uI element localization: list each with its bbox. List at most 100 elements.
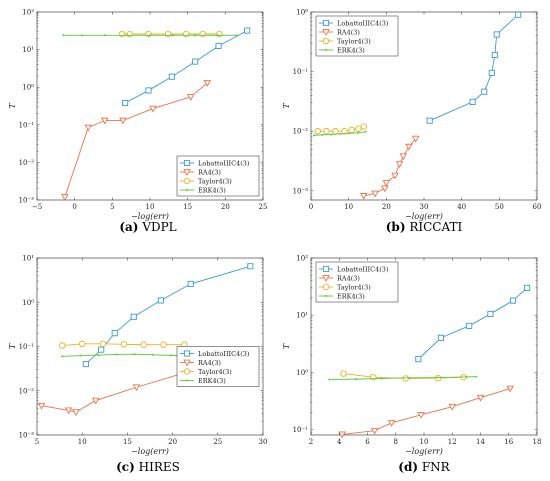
data-point <box>466 322 473 329</box>
x-tick-label: 20 <box>168 438 177 446</box>
y-tick-label: 10¹ <box>296 312 308 320</box>
legend-marker <box>322 29 330 36</box>
legend-item: RA4(3) <box>319 28 360 36</box>
x-tick-label: 16 <box>504 438 513 446</box>
legend-label: LobattoIIIC4(3) <box>337 19 389 27</box>
y-tick-label: 10⁻¹ <box>293 426 309 434</box>
y-tick-label: 10⁻¹ <box>19 343 35 351</box>
legend-marker <box>322 265 330 273</box>
legend-label: RA4(3) <box>337 274 360 282</box>
data-point <box>387 420 396 427</box>
x-tick-label: 14 <box>476 438 485 446</box>
data-point <box>493 31 500 38</box>
y-axis-label: T <box>8 343 17 349</box>
y-tick-label: 10⁰ <box>296 369 308 377</box>
data-point <box>169 354 172 357</box>
chart-riccati: 0 10 20 30 40 50 60 10⁻³ 10⁻² 10⁻¹ 10⁰ −log(err) T Lo… <box>282 9 541 222</box>
x-tick-label: 40 <box>457 203 466 211</box>
y-tick-label: 10⁻² <box>293 128 309 136</box>
data-point <box>244 27 251 34</box>
data-point <box>380 377 383 380</box>
y-tick-label: 10¹ <box>22 46 34 54</box>
legend-label: Taylor4(3) <box>198 368 232 376</box>
data-point <box>330 133 333 136</box>
legend: LobattoIIIC4(3)RA4(3)Taylor4(3)ERK4(3) <box>315 261 399 303</box>
x-axis-label: −log(err) <box>405 212 443 221</box>
data-point <box>84 124 92 132</box>
data-point <box>62 34 65 37</box>
x-tick-label: 2 <box>309 438 313 446</box>
data-point <box>187 280 194 287</box>
data-point <box>391 172 399 180</box>
x-tick-label: 0 <box>72 203 76 211</box>
x-tick-label: 4 <box>337 438 342 446</box>
data-point <box>78 340 86 348</box>
data-point <box>355 378 358 381</box>
legend-marker <box>183 368 191 375</box>
legend-label: ERK4(3) <box>337 292 365 300</box>
data-point <box>140 341 147 348</box>
legend-item: Taylor4(3) <box>180 177 232 185</box>
caption-fnr: (d) FNR <box>398 460 450 474</box>
data-point <box>411 135 420 143</box>
data-point <box>487 310 494 317</box>
data-point <box>145 87 152 94</box>
x-tick-label: 0 <box>309 203 313 211</box>
data-point <box>192 58 199 65</box>
legend-label: LobattoIIIC4(3) <box>337 265 389 273</box>
legend-item: LobattoIIIC4(3) <box>180 159 250 167</box>
x-axis-label: −log(err) <box>405 447 443 456</box>
x-tick-label: 10 <box>344 203 353 211</box>
data-point <box>524 284 531 291</box>
legend-label: LobattoIIIC4(3) <box>198 350 250 358</box>
legend-item: RA4(3) <box>319 274 360 282</box>
series-lobattoiiic43 <box>415 284 531 363</box>
data-point <box>481 88 488 95</box>
data-point <box>339 132 342 135</box>
x-tick-label: 30 <box>420 203 429 211</box>
data-point <box>79 354 82 357</box>
caption-riccati: (b) RICCATI <box>385 220 463 234</box>
data-point <box>408 376 411 379</box>
data-point <box>348 132 351 135</box>
x-tick-label: 20 <box>221 203 230 211</box>
legend-item: ERK4(3) <box>319 46 365 54</box>
y-tick-label: 10² <box>22 9 34 17</box>
data-point <box>314 127 322 135</box>
x-tick-label: 60 <box>533 203 542 211</box>
series-lobattoiiic43 <box>82 263 254 368</box>
data-point <box>437 376 440 379</box>
data-point <box>340 370 347 377</box>
legend-marker <box>183 169 191 176</box>
x-axis-label: −log(err) <box>131 212 169 221</box>
x-tick-label: 8 <box>394 438 398 446</box>
legend-marker <box>325 49 327 51</box>
data-point <box>415 356 422 363</box>
y-tick-label: 10⁰ <box>296 9 308 17</box>
y-tick-label: 10¹ <box>22 255 34 263</box>
legend-item: Taylor4(3) <box>180 368 232 376</box>
data-point <box>402 375 409 382</box>
data-point <box>82 361 89 368</box>
data-point <box>111 330 118 337</box>
legend-label: ERK4(3) <box>198 377 226 385</box>
data-point <box>97 354 100 357</box>
data-point <box>203 80 212 87</box>
y-tick-label: 10² <box>296 255 308 263</box>
legend-marker <box>183 359 191 367</box>
data-point <box>235 34 238 37</box>
data-point <box>371 190 379 198</box>
legend-item: Taylor4(3) <box>319 283 371 291</box>
data-point <box>101 117 109 125</box>
data-point <box>348 126 355 134</box>
data-point <box>355 125 362 132</box>
data-point <box>216 34 219 37</box>
legend-marker <box>322 37 330 45</box>
data-point <box>119 117 127 125</box>
data-point <box>506 385 514 393</box>
data-point <box>186 94 195 101</box>
legend-marker <box>186 379 188 382</box>
series-taylor43 <box>59 340 188 349</box>
x-tick-label: 15 <box>183 203 192 211</box>
data-point <box>515 11 522 18</box>
